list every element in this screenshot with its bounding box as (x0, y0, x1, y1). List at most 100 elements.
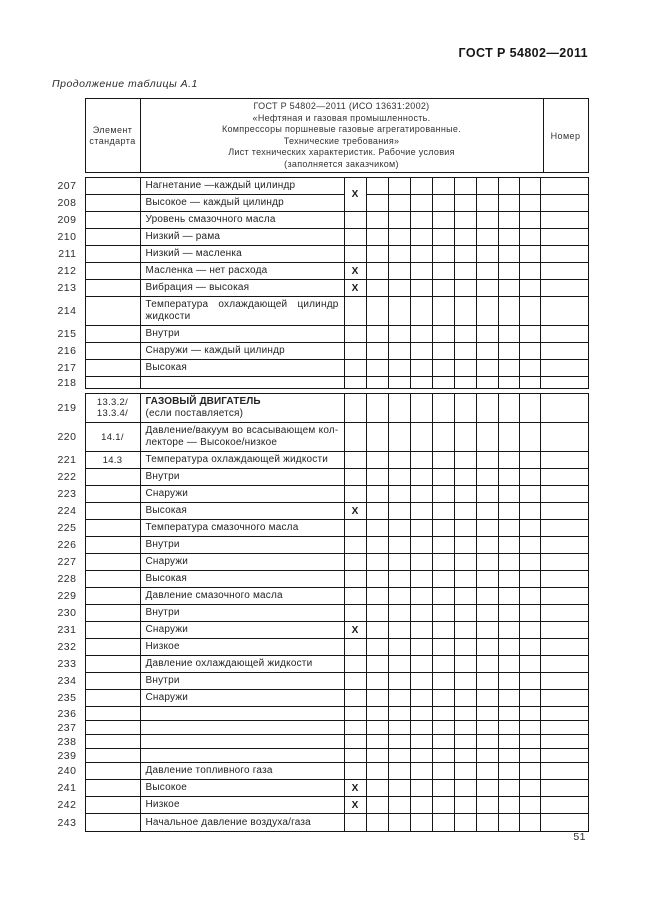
mark-cell (453, 228, 477, 246)
mark-cell (497, 813, 520, 832)
mark-cell (497, 655, 520, 673)
row-number: 215 (57, 328, 77, 340)
row-number: 224 (57, 505, 77, 517)
table-row: 240 Давление топливного газа (45, 762, 589, 780)
mark-cell (387, 536, 411, 554)
mark-cell (475, 748, 499, 763)
mark-cell (497, 762, 520, 780)
description-cell: Температура охлаждающей жидкости (139, 451, 345, 469)
mark-cell (387, 177, 411, 195)
table-caption: Продолжение таблицы А.1 (52, 78, 198, 90)
number-cell (539, 211, 589, 229)
description-cell: Внутри (139, 468, 345, 486)
row-number: 209 (57, 214, 77, 226)
element-standard-cell (84, 689, 141, 707)
mark-cell (409, 262, 433, 280)
mark-cell (409, 706, 433, 721)
element-standard-cell (84, 672, 141, 690)
mark-cell (475, 536, 499, 554)
table-row: 228 Высокая (45, 570, 589, 588)
table-row: 238 (45, 734, 589, 749)
number-cell (539, 245, 589, 263)
row-number: 218 (57, 376, 77, 389)
description-line: Внутри (145, 471, 180, 482)
mark-cell (475, 296, 499, 326)
mark-cell (409, 570, 433, 588)
mark-cell (431, 177, 455, 195)
mark-cell (365, 245, 389, 263)
number-cell (539, 734, 589, 749)
mark-cell (518, 279, 541, 297)
mark-cell (518, 706, 541, 721)
mark-cell (431, 262, 455, 280)
row-number: 220 (57, 431, 77, 443)
table-row: 225 Температура смазочного масла (45, 519, 589, 537)
number-cell (539, 468, 589, 486)
mark-cell (387, 296, 411, 326)
mark-cell (497, 553, 520, 571)
mark-cell (365, 228, 389, 246)
row-number: 223 (57, 488, 77, 500)
mark-cell (431, 342, 455, 360)
mark-cell (431, 621, 455, 639)
mark-cell (343, 359, 367, 377)
mark-cell (518, 325, 541, 343)
number-cell (539, 342, 589, 360)
mark-cell (497, 604, 520, 622)
mark-cell (431, 720, 455, 735)
mark-cell (431, 279, 455, 297)
mark-cell (475, 502, 499, 520)
mark-cell (431, 536, 455, 554)
table-row: 211 Низкий — масленка (45, 245, 589, 263)
mark-cell (497, 734, 520, 749)
mark-cell (387, 262, 411, 280)
mark-cell (343, 536, 367, 554)
mark-cell (365, 342, 389, 360)
mark-cell (409, 536, 433, 554)
mark-cell (475, 194, 499, 212)
mark-cell (365, 393, 389, 423)
mark-cell (431, 570, 455, 588)
mark-cell (387, 279, 411, 297)
number-cell (539, 706, 589, 721)
element-standard-cell (84, 194, 141, 212)
mark-cell (518, 262, 541, 280)
mark-cell (409, 211, 433, 229)
mark-cell (387, 325, 411, 343)
mark-cell (365, 672, 389, 690)
mark-cell (431, 748, 455, 763)
page-number: 51 (573, 831, 586, 843)
row-number: 239 (57, 749, 77, 762)
mark-cell (387, 422, 411, 452)
mark-cell (431, 672, 455, 690)
table-row: 241 Высокое X (45, 779, 589, 797)
mark-cell (453, 422, 477, 452)
description-cell: Низкое (139, 796, 345, 814)
element-standard-cell (84, 779, 141, 797)
header-title-line: ГОСТ Р 54802—2011 (ИСО 13631:2002) (253, 101, 430, 111)
mark-cell (453, 706, 477, 721)
number-cell (539, 553, 589, 571)
mark-cell (365, 734, 389, 749)
mark-cell (387, 485, 411, 503)
element-standard-cell (84, 655, 141, 673)
mark-cell (431, 422, 455, 452)
row-number: 226 (57, 539, 77, 551)
description-cell: Внутри (139, 672, 345, 690)
description-word: Давление/вакуум (145, 425, 229, 436)
mark-cell (343, 672, 367, 690)
description-line: Вибрация — высокая (145, 282, 250, 293)
mark-cell (431, 553, 455, 571)
mark-cell (431, 194, 455, 212)
mark-cell (431, 762, 455, 780)
mark-cell (431, 502, 455, 520)
description-line: Давление охлаждающей жидкости (145, 658, 313, 669)
mark-cell (431, 485, 455, 503)
number-cell (539, 262, 589, 280)
mark-cell (387, 228, 411, 246)
mark-cell (518, 813, 541, 832)
description-cell (139, 748, 345, 763)
element-standard-cell (84, 342, 141, 360)
number-cell (539, 779, 589, 797)
mark-cell (343, 468, 367, 486)
